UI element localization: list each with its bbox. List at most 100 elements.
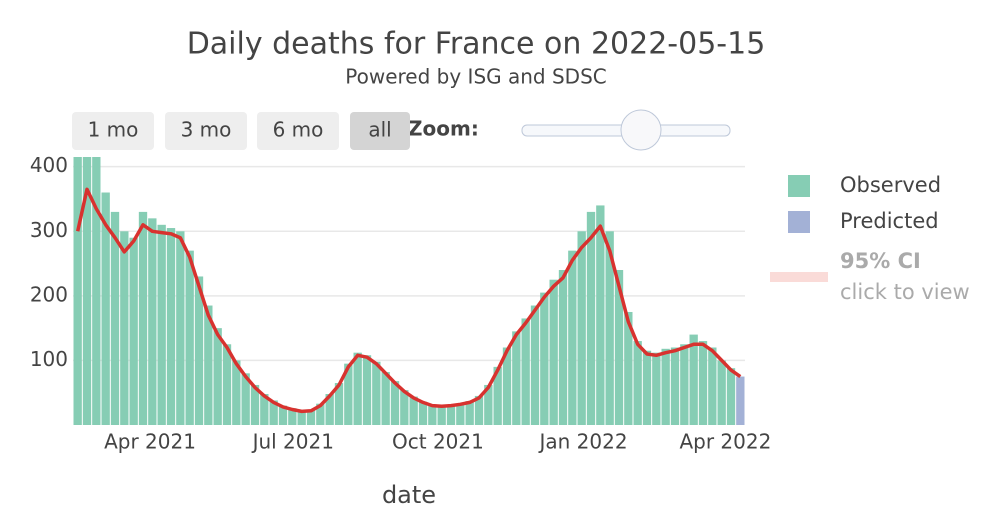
bar: [176, 231, 185, 425]
bar: [521, 318, 530, 425]
bar: [138, 211, 148, 425]
range-button[interactable]: [165, 112, 247, 150]
chart-subtitle: Powered by ISG and SDSC: [345, 65, 606, 89]
bar: [680, 344, 689, 425]
bar: [437, 405, 446, 425]
range-button-label[interactable]: 6 mo: [273, 118, 324, 142]
bar: [577, 231, 586, 425]
bar: [661, 348, 670, 425]
bar: [185, 250, 194, 425]
bar: [558, 270, 568, 425]
zoom-slider-knob[interactable]: [620, 109, 662, 151]
bar: [334, 383, 344, 425]
bar: [474, 395, 484, 425]
legend-swatch: [788, 211, 810, 233]
y-tick-label: 100: [30, 347, 68, 371]
bar: [353, 352, 362, 425]
bar: [596, 205, 605, 425]
bar: [372, 361, 381, 425]
smoothed-line: [75, 187, 742, 414]
bar: [120, 231, 129, 425]
bar: [698, 341, 708, 425]
range-button[interactable]: [350, 112, 410, 150]
bar: [204, 305, 213, 425]
bar: [250, 384, 260, 425]
x-tick-label: Jan 2022: [537, 430, 627, 454]
bar: [549, 279, 558, 425]
bar: [530, 305, 540, 425]
bar: [670, 347, 680, 425]
bar: [456, 403, 465, 425]
bar: [418, 401, 428, 425]
legend-label[interactable]: Observed: [840, 173, 941, 197]
x-tick-label: Apr 2021: [104, 430, 196, 454]
x-tick-label: Apr 2022: [679, 430, 771, 454]
legend-swatch: [788, 175, 810, 197]
bar: [642, 350, 652, 425]
bar: [82, 157, 92, 425]
y-tick-label: 300: [30, 218, 68, 242]
bar: [736, 376, 745, 425]
bar: [540, 292, 549, 425]
bar: [269, 400, 278, 425]
bar: [605, 231, 614, 425]
bar: [157, 224, 166, 425]
bar: [446, 404, 456, 425]
bar: [73, 157, 82, 425]
zoom-label: Zoom:: [408, 117, 479, 141]
bar: [428, 404, 437, 425]
bar: [222, 344, 232, 425]
bar: [568, 250, 577, 425]
range-button-label[interactable]: all: [368, 118, 391, 142]
bar: [362, 355, 372, 425]
bar: [484, 384, 493, 425]
range-button-label[interactable]: 3 mo: [181, 118, 232, 142]
bar: [400, 390, 409, 425]
bar: [92, 157, 101, 425]
bar: [708, 347, 717, 425]
x-axis-label: date: [382, 481, 436, 509]
bar: [344, 363, 353, 425]
legend-label[interactable]: Predicted: [840, 209, 939, 233]
bar: [325, 394, 334, 425]
bar: [633, 341, 642, 425]
bar: [624, 311, 633, 425]
bar: [502, 347, 512, 425]
bar: [101, 192, 110, 425]
bar: [614, 270, 624, 425]
bar: [316, 403, 325, 425]
bar: [232, 360, 241, 425]
bar: [381, 372, 390, 425]
bar: [717, 360, 726, 425]
x-tick-label: Oct 2021: [392, 430, 484, 454]
y-tick-label: 400: [30, 153, 68, 177]
bar: [652, 352, 661, 425]
bar: [129, 237, 138, 425]
bar: [586, 211, 596, 425]
bar: [297, 410, 306, 425]
bar: [278, 405, 288, 425]
legend-ci-hint[interactable]: click to view: [840, 280, 970, 304]
range-button-label[interactable]: 1 mo: [88, 118, 139, 142]
bar: [390, 381, 400, 425]
bar: [726, 368, 736, 425]
bar: [194, 276, 204, 425]
bar: [260, 394, 269, 425]
bar: [110, 211, 120, 425]
bar: [288, 408, 297, 425]
bar: [213, 328, 222, 425]
bar: [512, 331, 521, 425]
bar: [493, 366, 502, 425]
legend-ci-label[interactable]: 95% CI: [840, 249, 921, 273]
bar: [241, 373, 250, 425]
bar: [465, 401, 474, 425]
bar: [306, 409, 316, 425]
y-tick-label: 200: [30, 282, 68, 306]
bar: [409, 396, 418, 425]
range-button[interactable]: [72, 112, 154, 150]
bar: [148, 218, 157, 425]
bar: [166, 228, 176, 425]
x-tick-label: Jul 2021: [251, 430, 334, 454]
range-button[interactable]: [257, 112, 339, 150]
